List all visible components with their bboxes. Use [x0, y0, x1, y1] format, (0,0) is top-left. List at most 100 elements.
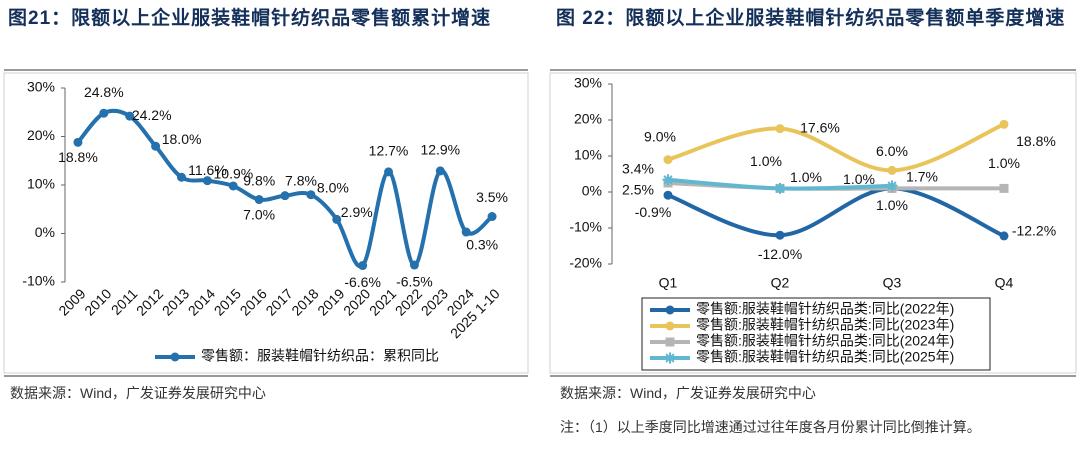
data-point [487, 212, 497, 222]
legend-label: 零售额:服装鞋帽针纺织品类:同比(2022年) [696, 301, 954, 317]
x-tick-label: Q3 [883, 275, 902, 291]
data-label: 18.8% [1016, 133, 1056, 149]
data-label: 1.0% [988, 155, 1020, 171]
data-point [176, 172, 186, 182]
data-label: 11.6% [188, 162, 227, 178]
x-tick-label: 2010 [81, 285, 114, 318]
data-point [999, 119, 1009, 129]
source: 数据来源：Wind，广发证券发展研究中心 [560, 385, 816, 401]
data-label: 3.5% [476, 189, 508, 205]
x-tick-label: 2015 [211, 285, 244, 318]
legend-marker [665, 321, 675, 331]
legend-marker [170, 352, 180, 362]
x-tick-label: 2013 [159, 285, 192, 318]
legend-label: 零售额:服装鞋帽针纺织品类:同比(2024年) [696, 333, 954, 349]
data-label: 2.5% [622, 182, 654, 198]
data-label: 6.0% [876, 143, 908, 159]
data-point [886, 180, 898, 192]
data-point [228, 181, 238, 191]
chart-frame [549, 72, 1077, 374]
data-point [151, 141, 161, 151]
data-point [73, 137, 83, 147]
data-label: 7.0% [243, 206, 275, 222]
y-tick-label: 30% [27, 79, 55, 95]
data-point [202, 176, 212, 186]
data-point [663, 190, 673, 200]
source: 数据来源：Wind，广发证券发展研究中心 [10, 385, 266, 401]
data-label: 3.4% [622, 160, 654, 176]
data-label: 18.0% [162, 131, 202, 147]
x-tick-label: Q4 [995, 275, 1014, 291]
legend-marker [665, 305, 675, 315]
legend-box [641, 297, 991, 371]
x-tick-label: 2020 [340, 285, 373, 318]
data-point [774, 182, 786, 194]
data-label: 1.0% [843, 171, 875, 187]
data-point [663, 155, 673, 165]
x-tick-label: Q1 [659, 275, 678, 291]
legend-label: 零售额:服装鞋帽针纺织品类:同比(2023年) [696, 317, 954, 333]
data-point [662, 174, 674, 186]
legend-marker [664, 352, 676, 364]
data-point [306, 190, 316, 200]
series-line [667, 122, 1005, 173]
data-point [99, 108, 109, 118]
x-tick-label: 2022 [392, 285, 425, 318]
y-tick-label: 10% [574, 147, 602, 163]
x-tick-label: Q2 [771, 275, 790, 291]
series-line [667, 186, 1005, 238]
data-label: 10.9% [214, 165, 254, 181]
series-line [76, 108, 494, 269]
data-label: 1.7% [906, 169, 938, 185]
legend-label: 零售额：服装鞋帽针纺织品：累积同比 [201, 348, 439, 364]
y-tick-label: -10% [22, 273, 55, 289]
data-label: 9.0% [644, 128, 676, 144]
data-point [999, 231, 1009, 241]
data-label: 1.0% [876, 197, 908, 213]
x-tick-label: 2014 [185, 285, 218, 318]
x-tick-label: 2012 [133, 285, 166, 318]
data-point [435, 166, 445, 176]
data-point [999, 183, 1009, 193]
data-label: -0.9% [635, 204, 672, 220]
data-point [125, 111, 135, 121]
data-label: 9.8% [243, 173, 275, 189]
data-label: -12.0% [758, 246, 802, 262]
data-label: 12.7% [369, 143, 409, 159]
y-tick-label: -20% [569, 255, 602, 271]
chart-title: 图 22：限额以上企业服装鞋帽针纺织品零售额单季度增速 [556, 8, 1066, 29]
data-point [775, 124, 785, 134]
data-label: 17.6% [800, 119, 840, 135]
data-label: 24.2% [132, 107, 172, 123]
data-point [332, 214, 342, 224]
x-tick-label: 2009 [55, 285, 88, 318]
x-tick-label: 2019 [314, 285, 347, 318]
y-tick-label: 10% [27, 176, 55, 192]
y-tick-label: -10% [569, 219, 602, 235]
data-label: 2.9% [341, 204, 373, 220]
data-label: 0.3% [466, 237, 498, 253]
y-tick-label: 0% [582, 183, 602, 199]
legend-label: 零售额:服装鞋帽针纺织品类:同比(2025年) [696, 349, 954, 365]
data-point [280, 191, 290, 201]
data-point [358, 261, 368, 271]
y-tick-label: 0% [35, 224, 55, 240]
chart-title: 图21：限额以上企业服装鞋帽针纺织品零售额累计增速 [8, 8, 492, 29]
x-tick-label: 2011 [108, 285, 141, 318]
data-point [254, 195, 264, 205]
data-label: 12.9% [420, 142, 460, 158]
data-label: -6.5% [396, 274, 433, 290]
data-point [384, 167, 394, 177]
data-label: 1.0% [750, 153, 782, 169]
data-point [775, 230, 785, 240]
data-label: -6.6% [344, 274, 381, 290]
x-tick-label: 2017 [262, 285, 295, 318]
legend-marker [665, 337, 675, 347]
x-tick-label: 2021 [366, 285, 399, 318]
data-label: 8.0% [317, 179, 349, 195]
x-tick-label: 2018 [288, 285, 321, 318]
x-tick-label: 2023 [418, 285, 451, 318]
data-label: 24.8% [84, 84, 124, 100]
x-tick-label: 2016 [237, 285, 270, 318]
